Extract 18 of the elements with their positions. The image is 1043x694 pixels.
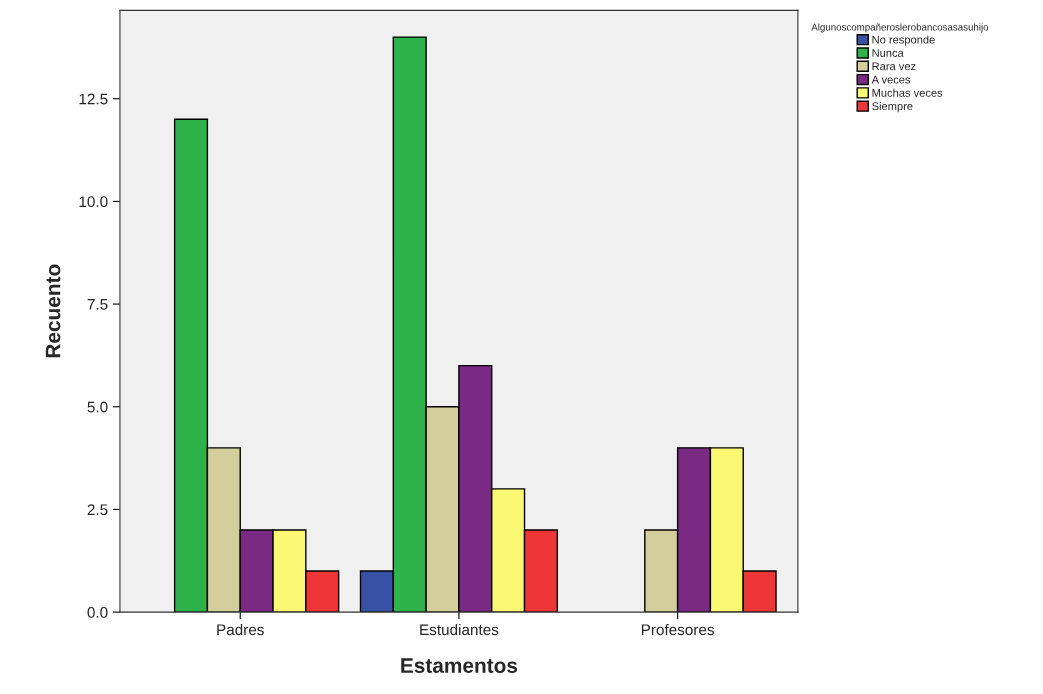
x-tick-label: Padres [217, 623, 264, 636]
legend-label: A veces [871, 75, 911, 84]
x-tick-label: Profesores [641, 623, 714, 636]
y-tick-label: 5.0 [87, 401, 108, 413]
x-axis-title: Estamentos [401, 658, 518, 673]
legend-label: Siempre [872, 101, 913, 113]
y-axis-title: Recuento [45, 264, 61, 358]
y-tick-label: 7.5 [87, 299, 108, 310]
legend-label: Nunca [872, 49, 904, 57]
y-tick-label: 12.5 [79, 93, 108, 105]
legend-label: Rara vez [872, 62, 916, 71]
legend-label: No responde [872, 35, 935, 46]
x-tick-label: Estudiantes [420, 623, 499, 636]
legend-title: Algunoscompañeroslerobancosasasuhijo [811, 23, 989, 33]
y-tick-label: 10.0 [79, 196, 108, 208]
legend-label: Muchas veces [872, 88, 943, 97]
y-tick-label: 0.0 [87, 606, 108, 618]
y-tick-label: 2.5 [87, 504, 108, 516]
